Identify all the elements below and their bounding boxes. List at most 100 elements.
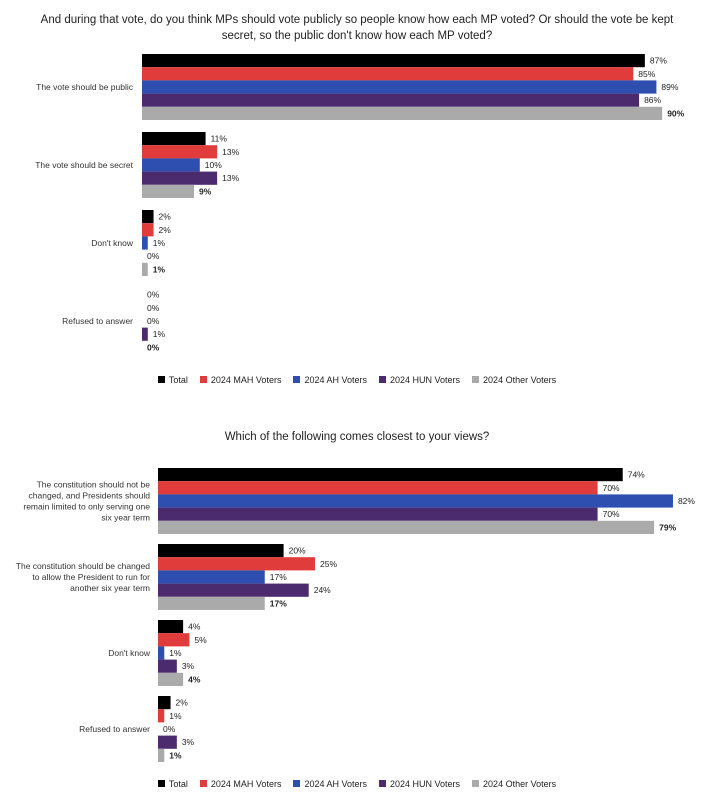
chart2-data-label: 82% [678,496,695,506]
chart1-bar-2024-ah-voters [142,236,148,250]
chart2-bar-2024-mah-voters [158,633,190,647]
chart2-data-label: 17% [270,572,287,582]
chart2-bar-2024-mah-voters [158,481,598,495]
chart2-legend-item-2024-hun-voters: 2024 HUN Voters [379,779,460,789]
chart2-legend-label: 2024 AH Voters [304,779,367,789]
chart1-bar-2024-mah-voters [142,67,634,81]
chart2-category-label: Don't know [108,648,151,658]
chart2-data-label: 1% [169,711,182,721]
chart2-bar-2024-ah-voters [158,494,673,508]
chart2-legend: Total 2024 MAH Voters 2024 AH Voters 2024 H… [0,779,714,789]
chart1-legend-label: 2024 MAH Voters [210,375,282,385]
chart1-data-label: 2% [159,225,172,235]
chart1-legend-label: 2024 AH Voters [304,375,367,385]
chart1-data-label: 11% [211,134,228,144]
chart1-legend-item-2024-mah-voters: 2024 MAH Voters [199,375,282,385]
chart2-bar-2024-other-voters [158,672,184,686]
chart1-bar-2024-hun-voters [142,93,640,107]
chart2-legend-label: 2024 Other Voters [483,779,557,789]
chart1-data-label: 1% [153,264,166,274]
chart1-legend-item-2024-hun-voters: 2024 HUN Voters [379,375,460,385]
chart2-legend-item-total: Total [157,779,188,789]
chart1-legend-label: Total [168,375,188,385]
chart2-bar-2024-hun-voters [158,583,309,597]
chart1-data-label: 0% [147,303,160,313]
chart1-legend: Total 2024 MAH Voters 2024 AH Voters 2024 H… [0,375,714,385]
chart1-data-label: 0% [147,290,160,300]
chart1-legend-swatch [472,376,480,383]
chart2-legend-swatch [379,780,386,787]
chart2-data-label: 4% [188,674,201,684]
chart2-category-label: The constitution should be changed to all… [16,561,150,593]
chart2-bar-2024-ah-voters [158,646,165,660]
chart2-bar-2024-mah-voters [158,709,165,723]
chart1-data-label: 1% [153,329,166,339]
chart2-legend-label: 2024 MAH Voters [210,779,282,789]
chart1-data-label: 13% [222,173,239,183]
chart2-legend-swatch [157,780,165,787]
chart2-bar-2024-ah-voters [158,570,265,584]
chart2-data-label: 20% [289,546,306,556]
chart2-legend-item-2024-mah-voters: 2024 MAH Voters [199,779,282,789]
chart1-data-label: 10% [205,160,222,170]
chart2-bar-2024-hun-voters [158,659,177,673]
chart2-data-label: 74% [628,470,645,480]
chart2-bar-2024-hun-voters [158,507,598,521]
chart1-data-label: 0% [147,342,160,352]
chart1-category-label: Don't know [91,238,134,248]
chart2: The constitution should not be changed, a… [0,464,714,769]
chart1-legend-item-2024-ah-voters: 2024 AH Voters [293,375,367,385]
chart2-bar-2024-other-voters [158,596,265,610]
chart1-bar-2024-other-voters [142,184,195,198]
chart2-legend-label: 2024 HUN Voters [390,779,461,789]
chart2-data-label: 4% [188,622,201,632]
chart1-category-label: The vote should be public [36,82,134,92]
chart2-legend-item-2024-ah-voters: 2024 AH Voters [293,779,367,789]
chart2-bar-total [158,468,623,482]
chart1-data-label: 85% [638,69,655,79]
chart2-bar-2024-hun-voters [158,735,177,749]
chart2-legend-label: Total [168,779,188,789]
chart1-data-label: 0% [147,251,160,261]
chart2-data-label: 3% [182,661,195,671]
chart1-bar-2024-hun-voters [142,327,148,341]
chart2-data-label: 1% [169,750,182,760]
chart1-legend-swatch [157,376,165,383]
chart1-legend-swatch [379,376,386,383]
chart1-data-label: 9% [199,186,212,196]
chart1-bar-2024-ah-voters [142,158,200,172]
chart1-plot: The vote should be public 87% 85% 89%86% 90%… [35,54,685,352]
chart2-data-label: 17% [270,598,287,608]
chart2-category-label: The constitution should not be changed, a… [23,480,150,523]
chart2-legend-item-2024-other-voters: 2024 Other Voters [472,779,556,789]
chart2-data-label: 5% [194,635,207,645]
chart1-bar-2024-ah-voters [142,80,657,94]
chart2-category-label: Refused to answer [79,724,150,734]
chart1-legend-label: 2024 Other Voters [483,375,557,385]
chart1: The vote should be public 87% 85% 89% 86% 90%… [0,50,714,360]
chart2-legend-swatch [293,780,301,787]
chart1-bar-total [142,54,645,68]
chart1-legend-item-2024-other-voters: 2024 Other Voters [472,375,556,385]
chart1-bar-2024-other-voters [142,106,663,120]
chart2-data-label: 24% [314,585,331,595]
chart1-legend-item-total: Total [157,375,188,385]
chart2-legend-swatch [199,780,207,787]
chart2-title: Which of the following comes closest to … [224,431,490,443]
chart2-bar-2024-mah-voters [158,557,315,571]
chart1-bar-2024-mah-voters [142,223,154,237]
chart1-data-label: 0% [147,316,160,326]
chart1-bar-total [142,210,154,224]
chart2-plot: The constitution should not be changed, a… [16,468,695,762]
chart2-bar-2024-other-voters [158,520,655,534]
chart2-data-label: 3% [182,737,195,747]
chart2-data-label: 79% [659,522,676,532]
chart1-data-label: 89% [661,82,678,92]
chart1-data-label: 1% [153,238,166,248]
chart1-data-label: 2% [159,212,172,222]
chart1-bar-2024-hun-voters [142,171,218,185]
chart1-bar-total [142,132,206,146]
chart1-bar-2024-mah-voters [142,145,218,159]
chart1-category-label: The vote should be secret [35,160,133,170]
chart1-title: And during that vote, do you think MPs s… [40,14,674,42]
